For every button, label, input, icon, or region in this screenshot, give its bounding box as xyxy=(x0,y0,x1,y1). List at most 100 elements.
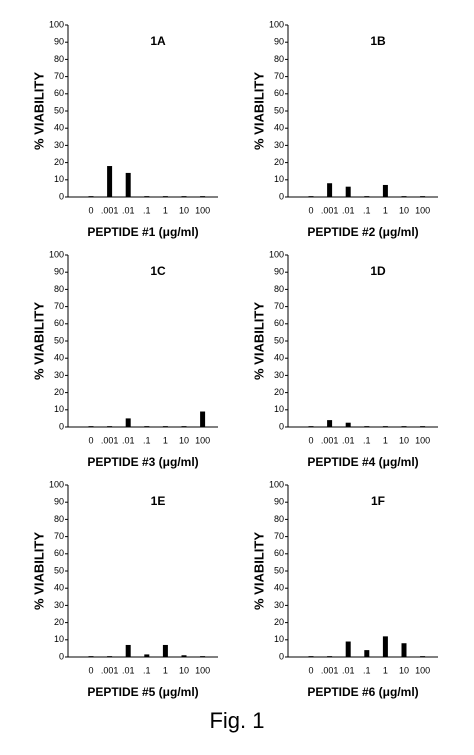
bar xyxy=(401,196,407,197)
bar xyxy=(401,643,407,657)
figure-caption: Fig. 1 xyxy=(209,708,264,733)
x-tick-label: .001 xyxy=(101,205,119,215)
y-axis-label: % VIABILITY xyxy=(251,532,266,610)
bar xyxy=(401,426,407,427)
x-tick-label: 1 xyxy=(383,665,388,675)
x-tick-label: 1 xyxy=(163,665,168,675)
chart-title: 1D xyxy=(370,264,386,278)
y-axis-label: % VIABILITY xyxy=(31,72,46,150)
x-tick-label: .01 xyxy=(122,435,135,445)
x-tick-label: .1 xyxy=(363,205,371,215)
bar xyxy=(162,426,168,427)
x-tick-label: 0 xyxy=(308,435,313,445)
chart-title: 1E xyxy=(151,494,166,508)
y-tick-label: 100 xyxy=(49,249,64,259)
bar xyxy=(345,186,351,197)
x-tick-label: 0 xyxy=(88,435,93,445)
x-tick-label: .1 xyxy=(363,665,371,675)
y-tick-label: 90 xyxy=(274,497,284,507)
y-tick-label: 20 xyxy=(54,617,64,627)
y-tick-label: 80 xyxy=(54,284,64,294)
x-axis-label: PEPTIDE #1 (μg/ml) xyxy=(87,225,198,239)
y-tick-label: 10 xyxy=(274,404,284,414)
x-tick-label: .1 xyxy=(143,205,151,215)
x-tick-label: 0 xyxy=(88,205,93,215)
y-tick-label: 0 xyxy=(279,191,284,201)
y-tick-label: 80 xyxy=(274,54,284,64)
bar xyxy=(308,426,314,427)
bar xyxy=(382,636,388,657)
bar xyxy=(364,196,370,197)
y-tick-label: 100 xyxy=(269,249,284,259)
y-tick-label: 60 xyxy=(54,318,64,328)
y-tick-label: 100 xyxy=(49,479,64,489)
y-tick-label: 40 xyxy=(54,353,64,363)
x-tick-label: 0 xyxy=(308,665,313,675)
y-tick-label: 40 xyxy=(274,583,284,593)
x-tick-label: 1 xyxy=(163,205,168,215)
bar xyxy=(327,183,333,197)
y-tick-label: 10 xyxy=(54,404,64,414)
bar xyxy=(364,426,370,427)
y-tick-label: 60 xyxy=(54,88,64,98)
x-tick-label: 100 xyxy=(195,205,210,215)
bar xyxy=(382,426,388,427)
bar xyxy=(144,196,150,197)
x-tick-label: .1 xyxy=(143,435,151,445)
bar xyxy=(162,196,168,197)
x-tick-label: 10 xyxy=(399,205,409,215)
y-tick-label: 0 xyxy=(279,421,284,431)
y-tick-label: 50 xyxy=(54,105,64,115)
y-tick-label: 90 xyxy=(54,497,64,507)
y-tick-label: 70 xyxy=(54,301,64,311)
y-axis-label: % VIABILITY xyxy=(251,72,266,150)
y-tick-label: 80 xyxy=(54,54,64,64)
bar xyxy=(200,196,206,197)
y-tick-label: 50 xyxy=(274,565,284,575)
y-tick-label: 0 xyxy=(59,651,64,661)
y-tick-label: 30 xyxy=(54,140,64,150)
y-axis-label: % VIABILITY xyxy=(31,302,46,380)
bar xyxy=(88,426,94,427)
y-tick-label: 80 xyxy=(274,514,284,524)
y-tick-label: 50 xyxy=(274,335,284,345)
y-tick-label: 70 xyxy=(54,71,64,81)
x-tick-label: .001 xyxy=(101,665,119,675)
x-tick-label: .001 xyxy=(321,205,339,215)
y-tick-label: 10 xyxy=(274,174,284,184)
x-tick-label: .01 xyxy=(342,205,355,215)
y-tick-label: 50 xyxy=(54,565,64,575)
y-tick-label: 20 xyxy=(274,617,284,627)
x-tick-label: 0 xyxy=(88,665,93,675)
y-tick-label: 30 xyxy=(274,370,284,380)
y-tick-label: 20 xyxy=(274,387,284,397)
y-tick-label: 60 xyxy=(274,548,284,558)
y-tick-label: 30 xyxy=(54,600,64,610)
x-tick-label: 100 xyxy=(195,665,210,675)
y-tick-label: 60 xyxy=(274,88,284,98)
bar xyxy=(364,650,370,657)
chart-title: 1B xyxy=(370,34,386,48)
y-tick-label: 90 xyxy=(274,37,284,47)
y-tick-label: 90 xyxy=(274,267,284,277)
y-tick-label: 100 xyxy=(269,19,284,29)
bar xyxy=(125,172,131,197)
bar xyxy=(200,656,206,657)
x-tick-label: 0 xyxy=(308,205,313,215)
x-tick-label: .01 xyxy=(122,665,135,675)
x-tick-label: 10 xyxy=(399,435,409,445)
x-tick-label: 10 xyxy=(399,665,409,675)
bar xyxy=(144,426,150,427)
y-tick-label: 0 xyxy=(59,421,64,431)
bar xyxy=(144,654,150,657)
x-axis-label: PEPTIDE #5 (μg/ml) xyxy=(87,685,198,699)
y-axis-label: % VIABILITY xyxy=(251,302,266,380)
y-tick-label: 0 xyxy=(59,191,64,201)
y-tick-label: 70 xyxy=(54,531,64,541)
chart-title: 1C xyxy=(150,264,166,278)
y-tick-label: 100 xyxy=(269,479,284,489)
y-tick-label: 0 xyxy=(279,651,284,661)
y-tick-label: 10 xyxy=(274,634,284,644)
x-tick-label: .1 xyxy=(143,665,151,675)
y-tick-label: 10 xyxy=(54,634,64,644)
